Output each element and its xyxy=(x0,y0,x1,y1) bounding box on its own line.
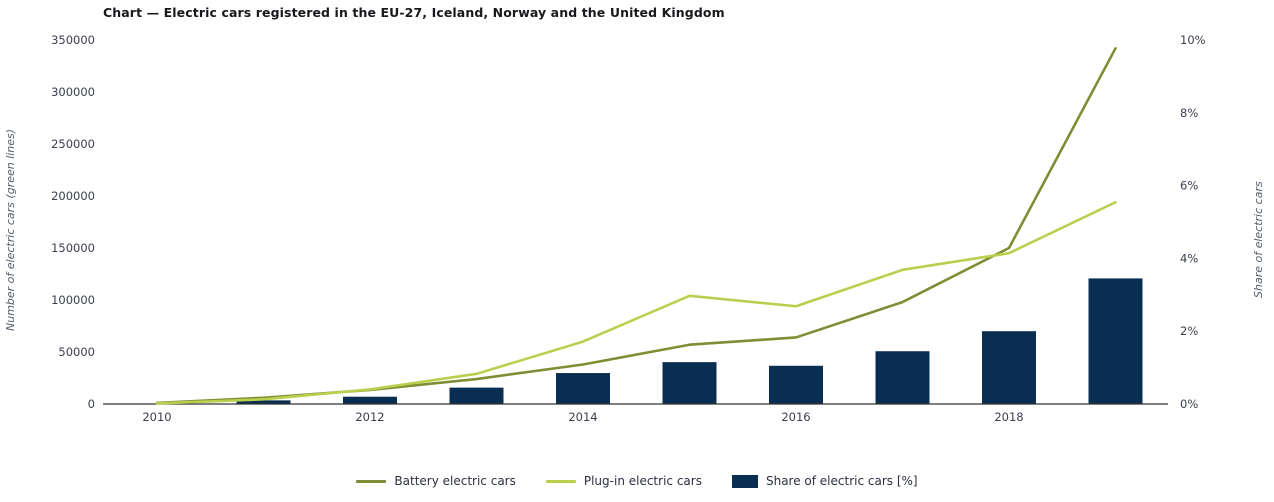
plot-area: 0 50000 100000 150000 200000 250000 300000 3500… xyxy=(51,33,1206,424)
y-left-tick-150000: 150000 xyxy=(51,241,95,255)
chart-title: Chart — Electric cars registered in the … xyxy=(103,5,725,20)
legend-item-battery-electric-cars[interactable]: Battery electric cars xyxy=(356,474,516,488)
x-tick-2018: 2018 xyxy=(994,410,1023,424)
legend-swatch-plug-in-electric-cars xyxy=(545,479,576,483)
legend-label: Battery electric cars xyxy=(394,474,516,488)
y-left-tick-300000: 300000 xyxy=(51,85,95,99)
bar-2015 xyxy=(662,362,717,404)
bar-2011 xyxy=(236,400,291,404)
x-tick-2016: 2016 xyxy=(781,410,810,424)
y-left-tick-50000: 50000 xyxy=(58,345,95,359)
x-tick-2010: 2010 xyxy=(142,410,171,424)
y-left-tick-0: 0 xyxy=(88,397,95,411)
legend-swatch-battery-electric-cars xyxy=(356,479,387,483)
y-right-tick-10: 10% xyxy=(1180,33,1206,47)
right-axis-title: Share of electric cars xyxy=(1252,181,1265,299)
bar-2012 xyxy=(343,396,397,404)
y-right-tick-2: 2% xyxy=(1180,324,1198,338)
y-right-tick-8: 8% xyxy=(1180,106,1198,120)
legend-swatch-share-of-electric-cars xyxy=(731,474,758,488)
legend-label: Plug-in electric cars xyxy=(583,474,702,488)
y-right-tick-4: 4% xyxy=(1180,251,1198,265)
line-battery-electric-cars xyxy=(155,47,1117,405)
y-left-tick-200000: 200000 xyxy=(51,189,95,203)
y-left-tick-350000: 350000 xyxy=(51,33,95,47)
legend-item-share-of-electric-cars[interactable]: Share of electric cars [%] xyxy=(731,474,918,488)
x-tick-2012: 2012 xyxy=(355,410,384,424)
line-plug-in-electric-cars xyxy=(155,200,1117,405)
bar-2013 xyxy=(449,387,504,404)
left-axis-title: Number of electric cars (green lines) xyxy=(4,128,17,332)
bar-2014 xyxy=(556,373,610,404)
y-left-tick-250000: 250000 xyxy=(51,137,95,151)
legend-label: Share of electric cars [%] xyxy=(765,474,918,488)
bar-2016 xyxy=(769,365,823,404)
y-right-tick-6: 6% xyxy=(1180,179,1198,193)
y-left-tick-100000: 100000 xyxy=(51,293,95,307)
legend-item-plug-in-electric-cars[interactable]: Plug-in electric cars xyxy=(545,474,702,488)
bar-2018 xyxy=(982,331,1036,404)
x-tick-2014: 2014 xyxy=(568,410,597,424)
y-right-tick-0: 0% xyxy=(1180,397,1198,411)
bar-2019 xyxy=(1088,278,1143,404)
bar-2017 xyxy=(875,351,930,404)
legend: Battery electric cars Plug-in electric ca… xyxy=(0,474,1274,488)
